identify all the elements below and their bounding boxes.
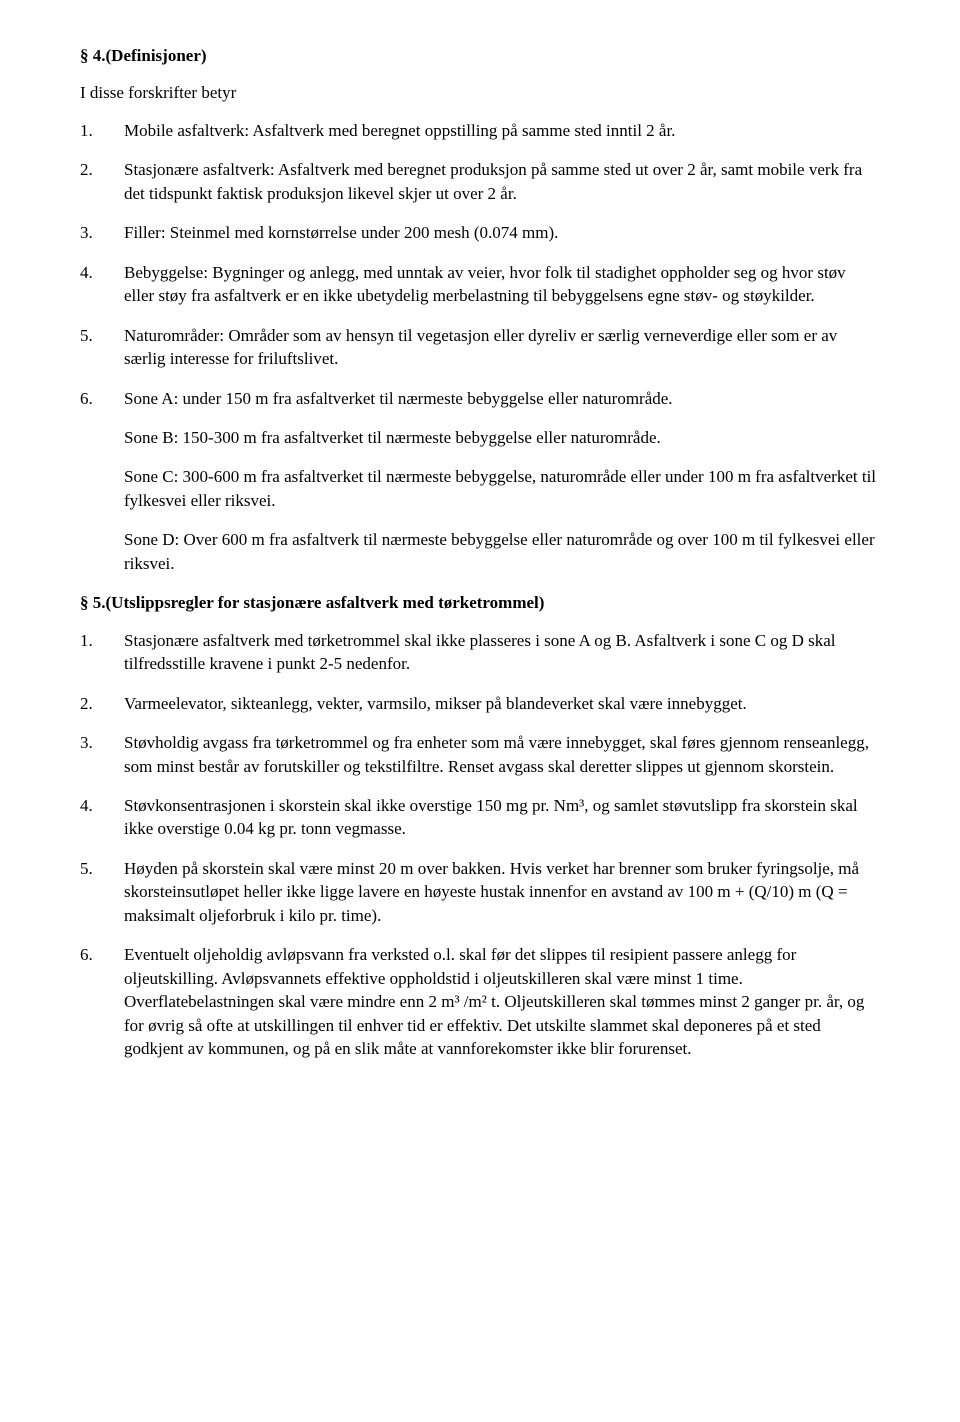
item-body: Mobile asfaltverk: Asfaltverk med beregn… [124,119,880,142]
item-body: Støvkonsentrasjonen i skorstein skal ikk… [124,794,880,841]
item-body: Varmeelevator, sikteanlegg, vekter, varm… [124,692,880,715]
list-item: 4. Støvkonsentrasjonen i skorstein skal … [80,794,880,841]
list-item: 3. Filler: Steinmel med kornstørrelse un… [80,221,880,244]
item-number: 5. [80,324,124,371]
item-number: 4. [80,794,124,841]
section-4-intro: I disse forskrifter betyr [80,81,880,104]
item-number: 4. [80,261,124,308]
item-body: Naturområder: Områder som av hensyn til … [124,324,880,371]
list-item: 5. Naturområder: Områder som av hensyn t… [80,324,880,371]
item-text: Støvkonsentrasjonen i skorstein skal ikk… [124,794,880,841]
item-text: Naturområder: Områder som av hensyn til … [124,324,880,371]
item-body: Eventuelt oljeholdig avløpsvann fra verk… [124,943,880,1060]
section-5-heading: § 5.(Utslippsregler for stasjonære asfal… [80,591,880,614]
list-item: 6. Sone A: under 150 m fra asfaltverket … [80,387,880,576]
item-body: Høyden på skorstein skal være minst 20 m… [124,857,880,927]
item-text: Filler: Steinmel med kornstørrelse under… [124,221,880,244]
item-number: 1. [80,629,124,676]
item-text: Bebyggelse: Bygninger og anlegg, med unn… [124,261,880,308]
list-item: 2. Varmeelevator, sikteanlegg, vekter, v… [80,692,880,715]
list-item: 2. Stasjonære asfaltverk: Asfaltverk med… [80,158,880,205]
item-number: 3. [80,221,124,244]
item-number: 2. [80,692,124,715]
list-item: 1. Mobile asfaltverk: Asfaltverk med ber… [80,119,880,142]
item-text: Mobile asfaltverk: Asfaltverk med beregn… [124,119,880,142]
item-body: Filler: Steinmel med kornstørrelse under… [124,221,880,244]
item-text: Sone C: 300-600 m fra asfaltverket til n… [124,465,880,512]
item-text: Sone B: 150-300 m fra asfaltverket til n… [124,426,880,449]
list-item: 1. Stasjonære asfaltverk med tørketromme… [80,629,880,676]
item-body: Stasjonære asfaltverk med tørketrommel s… [124,629,880,676]
item-text: Eventuelt oljeholdig avløpsvann fra verk… [124,943,880,1060]
item-text: Stasjonære asfaltverk med tørketrommel s… [124,629,880,676]
item-text: Varmeelevator, sikteanlegg, vekter, varm… [124,692,880,715]
list-item: 6. Eventuelt oljeholdig avløpsvann fra v… [80,943,880,1060]
item-number: 3. [80,731,124,778]
item-number: 2. [80,158,124,205]
list-item: 5. Høyden på skorstein skal være minst 2… [80,857,880,927]
document-page: § 4.(Definisjoner) I disse forskrifter b… [0,0,960,1117]
item-body: Støvholdig avgass fra tørketrommel og fr… [124,731,880,778]
item-body: Stasjonære asfaltverk: Asfaltverk med be… [124,158,880,205]
item-number: 6. [80,387,124,576]
item-text: Sone D: Over 600 m fra asfaltverk til næ… [124,528,880,575]
section-4-list: 1. Mobile asfaltverk: Asfaltverk med ber… [80,119,880,575]
item-text: Støvholdig avgass fra tørketrommel og fr… [124,731,880,778]
section-5-list: 1. Stasjonære asfaltverk med tørketromme… [80,629,880,1061]
item-text: Høyden på skorstein skal være minst 20 m… [124,857,880,927]
section-4-heading: § 4.(Definisjoner) [80,44,880,67]
list-item: 4. Bebyggelse: Bygninger og anlegg, med … [80,261,880,308]
list-item: 3. Støvholdig avgass fra tørketrommel og… [80,731,880,778]
item-number: 1. [80,119,124,142]
item-text: Stasjonære asfaltverk: Asfaltverk med be… [124,158,880,205]
item-body: Sone A: under 150 m fra asfaltverket til… [124,387,880,576]
item-text: Sone A: under 150 m fra asfaltverket til… [124,387,880,410]
item-number: 5. [80,857,124,927]
item-body: Bebyggelse: Bygninger og anlegg, med unn… [124,261,880,308]
item-number: 6. [80,943,124,1060]
